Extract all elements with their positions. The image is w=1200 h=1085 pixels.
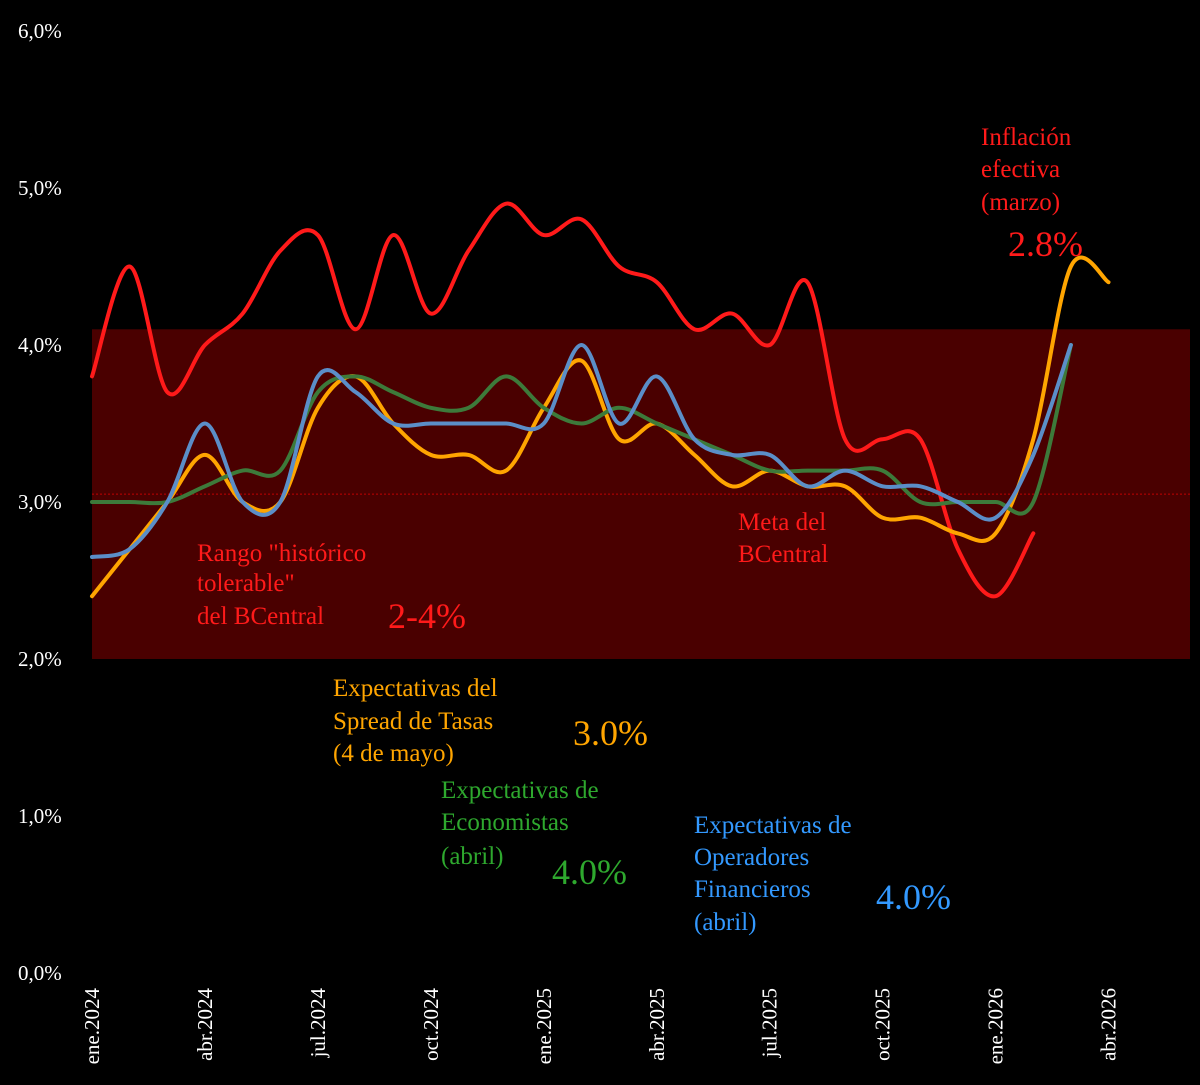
x-tick-label: jul.2025 xyxy=(758,988,782,1058)
x-tick-label: ene.2026 xyxy=(984,988,1008,1064)
annotation-rango-line-3: del BCentral xyxy=(197,603,324,630)
annotation-operadores-line-1: Expectativas de xyxy=(694,812,852,839)
series-line-spread xyxy=(90,255,1111,599)
y-tick-label: 3,0% xyxy=(18,490,62,514)
annotation-spread-line-2: Spread de Tasas xyxy=(333,708,493,735)
series-lines-layer xyxy=(90,201,1111,599)
annotation-operadores-line-3: Financieros xyxy=(694,876,811,903)
y-tick-label: 1,0% xyxy=(18,804,62,828)
annotation-spread: Expectativas del Spread de Tasas (4 de m… xyxy=(333,675,648,767)
x-tick-label: ene.2025 xyxy=(532,988,556,1064)
x-tick-label: abr.2025 xyxy=(645,988,669,1061)
series-line-operadores xyxy=(90,343,1073,559)
y-tick-label: 2,0% xyxy=(18,647,62,671)
y-tick-label: 4,0% xyxy=(18,333,62,357)
series-line-economistas xyxy=(90,343,1073,516)
x-tick-label: oct.2024 xyxy=(419,988,443,1061)
x-tick-label: abr.2024 xyxy=(193,988,217,1061)
annotation-inflacion: Inflación efectiva (marzo) 2.8% xyxy=(981,124,1083,264)
annotation-economistas: Expectativas de Economistas (abril) 4.0% xyxy=(441,777,627,892)
annotation-meta: Meta del BCentral xyxy=(738,509,828,568)
annotation-economistas-line-1: Expectativas de xyxy=(441,777,599,804)
annotation-spread-line-3: (4 de mayo) xyxy=(333,740,454,767)
annotation-meta-line-2: BCentral xyxy=(738,541,828,568)
x-tick-label: ene.2024 xyxy=(80,988,104,1065)
y-tick-label: 6,0% xyxy=(18,19,62,43)
x-tick-label: oct.2025 xyxy=(871,988,895,1061)
annotation-operadores-value: 4.0% xyxy=(876,877,951,917)
annotation-rango: Rango "histórico tolerable" del BCentral… xyxy=(197,540,466,636)
y-tick-label: 0,0% xyxy=(18,961,62,985)
annotation-operadores-line-2: Operadores xyxy=(694,844,809,871)
annotation-spread-value: 3.0% xyxy=(573,713,648,753)
annotation-inflacion-line-3: (marzo) xyxy=(981,189,1060,216)
annotation-inflacion-line-1: Inflación xyxy=(981,124,1072,151)
annotation-economistas-line-2: Economistas xyxy=(441,809,569,836)
annotation-operadores: Expectativas de Operadores Financieros (… xyxy=(694,812,951,936)
x-tick-label: jul.2024 xyxy=(306,988,330,1059)
annotation-inflacion-value: 2.8% xyxy=(1008,224,1083,264)
annotation-meta-line-1: Meta del xyxy=(738,509,826,536)
annotation-rango-line-2: tolerable" xyxy=(197,570,295,597)
series-line-inflacion xyxy=(90,201,1036,599)
annotation-spread-line-1: Expectativas del xyxy=(333,675,498,702)
y-tick-label: 5,0% xyxy=(18,176,62,200)
annotation-economistas-line-3: (abril) xyxy=(441,843,503,870)
annotation-operadores-line-4: (abril) xyxy=(694,909,756,936)
annotation-rango-value: 2-4% xyxy=(388,596,466,636)
x-axis-ticks: ene.2024 abr.2024 jul.2024 oct.2024 ene.2025… xyxy=(80,988,1121,1065)
x-tick-label: abr.2026 xyxy=(1097,988,1121,1061)
tolerance-band-layer xyxy=(92,329,1190,659)
annotation-rango-line-1: Rango "histórico xyxy=(197,540,366,567)
annotation-economistas-value: 4.0% xyxy=(552,852,627,892)
y-axis-ticks: 0,0% 1,0% 2,0% 3,0% 4,0% 5,0% 6,0% xyxy=(18,19,62,985)
annotation-inflacion-line-2: efectiva xyxy=(981,156,1060,183)
